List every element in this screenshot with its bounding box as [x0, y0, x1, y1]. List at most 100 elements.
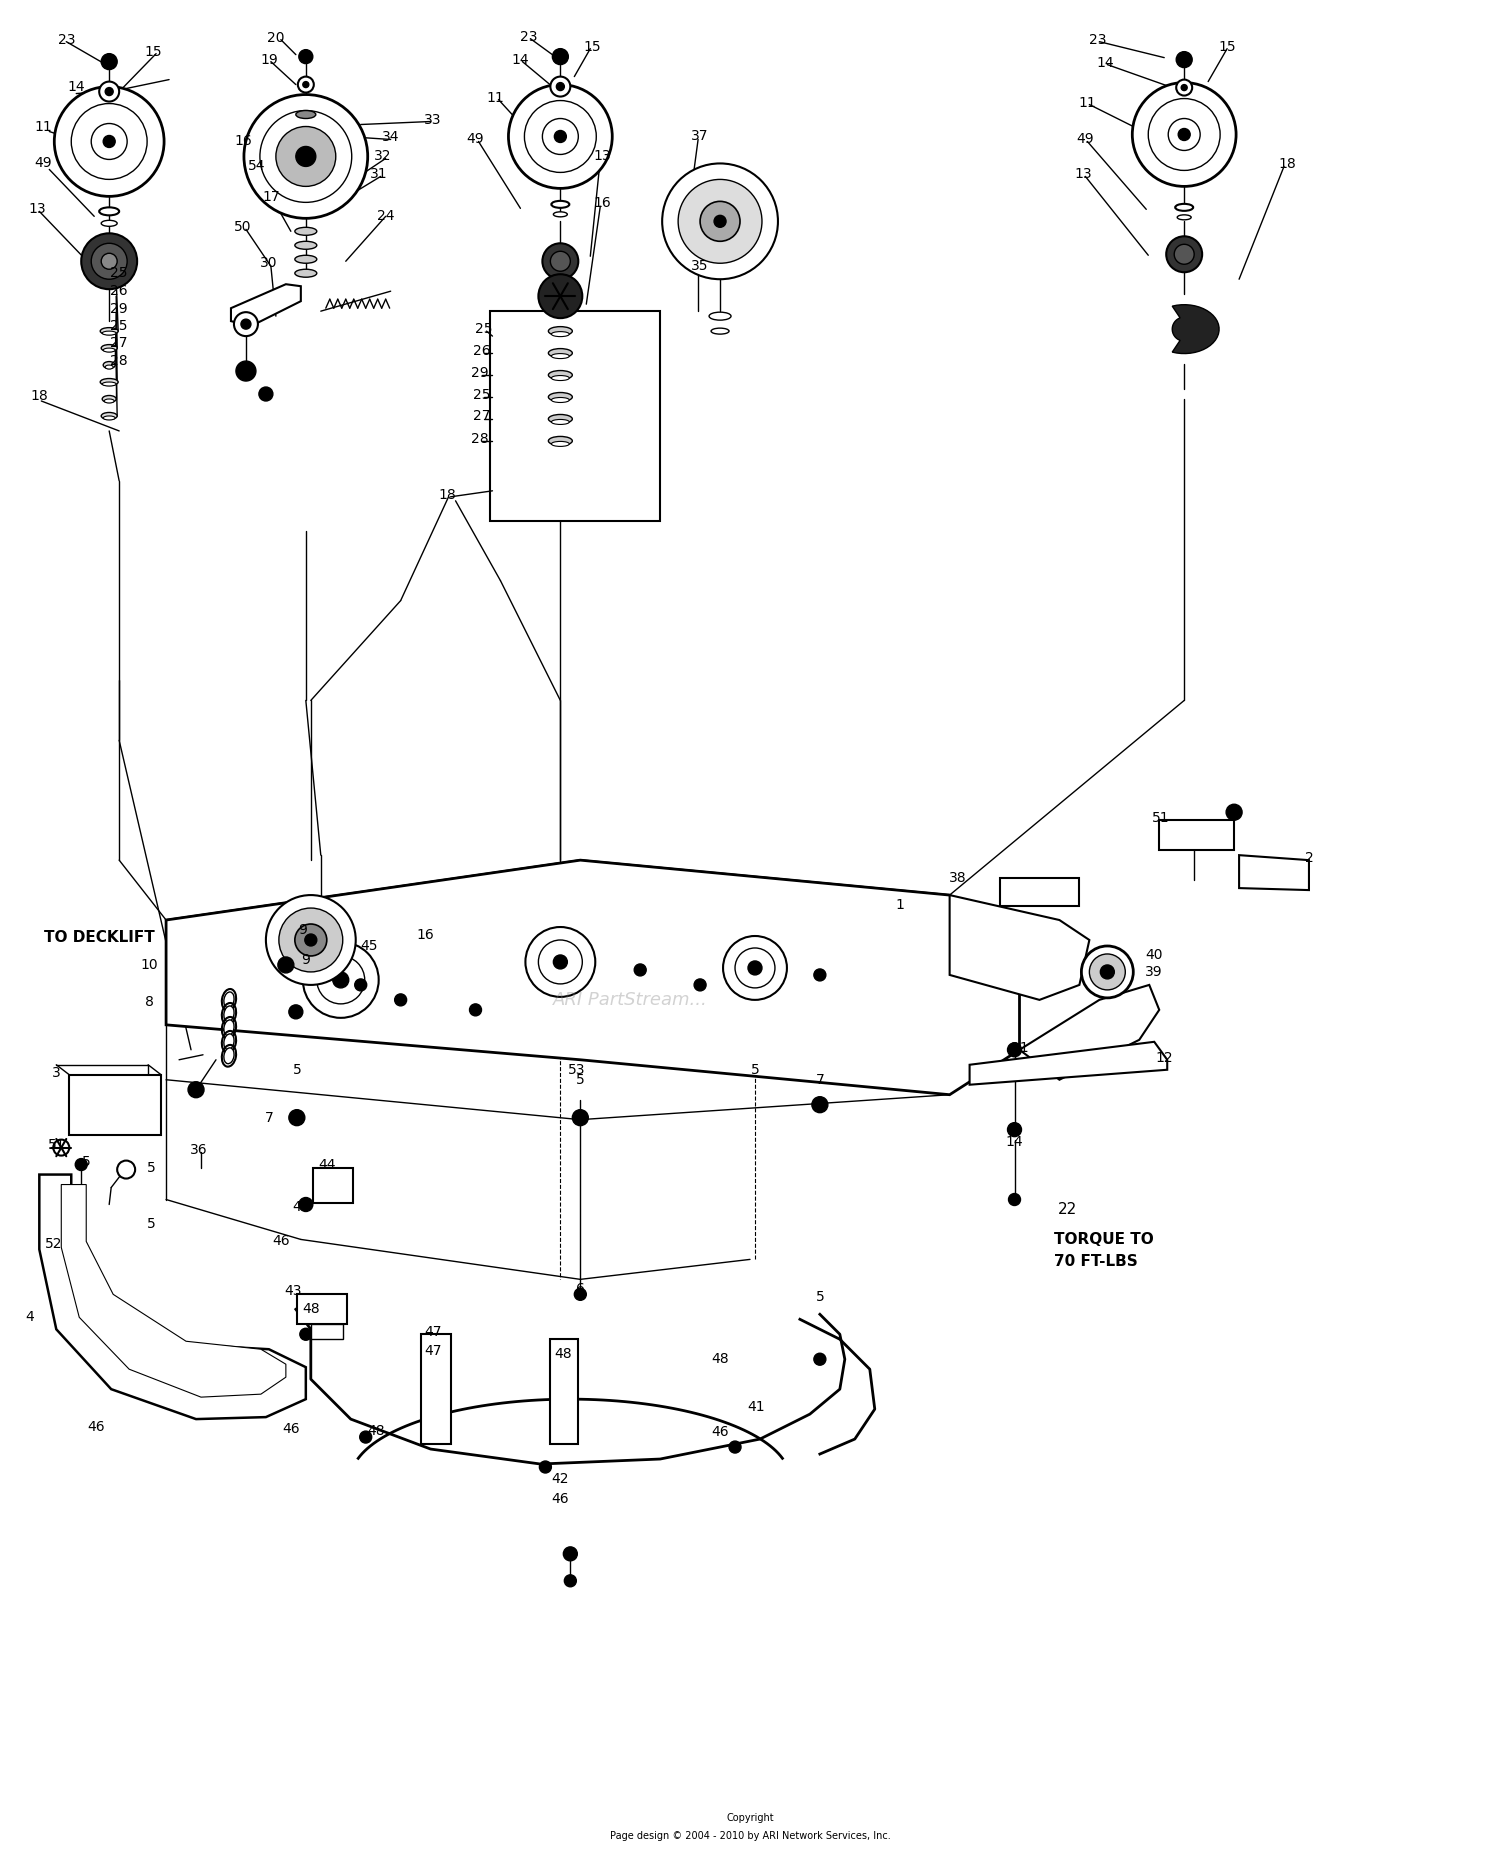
Text: 13: 13: [28, 202, 46, 217]
Bar: [1160, 820, 1234, 850]
Circle shape: [1132, 82, 1236, 187]
Circle shape: [525, 927, 596, 998]
Text: 16: 16: [234, 135, 252, 148]
Circle shape: [290, 1005, 303, 1018]
Text: 25: 25: [472, 388, 490, 402]
Circle shape: [304, 934, 316, 945]
Ellipse shape: [296, 255, 316, 264]
Circle shape: [99, 82, 118, 101]
Circle shape: [538, 940, 582, 985]
Ellipse shape: [100, 221, 117, 227]
Text: 38: 38: [950, 870, 966, 885]
Ellipse shape: [549, 393, 573, 401]
Text: 13: 13: [1074, 167, 1092, 182]
Polygon shape: [62, 1185, 286, 1397]
Ellipse shape: [296, 270, 316, 277]
Text: 15: 15: [1218, 39, 1236, 54]
Text: 19: 19: [260, 52, 278, 67]
Circle shape: [574, 1288, 586, 1301]
Text: 13: 13: [594, 150, 610, 163]
Circle shape: [540, 1460, 552, 1473]
Text: 21: 21: [1011, 1041, 1029, 1054]
Circle shape: [276, 127, 336, 187]
Circle shape: [298, 51, 314, 64]
Circle shape: [296, 925, 327, 957]
Bar: [310, 1324, 344, 1338]
Ellipse shape: [100, 344, 117, 352]
Text: 46: 46: [711, 1425, 729, 1440]
Text: 32: 32: [374, 150, 392, 163]
Circle shape: [735, 947, 776, 988]
Polygon shape: [231, 285, 302, 326]
Ellipse shape: [552, 200, 570, 208]
Circle shape: [1008, 1123, 1022, 1136]
Circle shape: [117, 1161, 135, 1179]
Circle shape: [316, 957, 364, 1003]
Text: 28: 28: [111, 354, 128, 369]
Circle shape: [470, 1003, 482, 1016]
Text: 31: 31: [370, 167, 387, 182]
Ellipse shape: [549, 300, 573, 309]
Text: 26: 26: [111, 285, 128, 298]
Bar: [420, 1335, 450, 1443]
Ellipse shape: [552, 376, 570, 380]
Circle shape: [525, 101, 597, 172]
Circle shape: [244, 95, 368, 219]
Text: 23: 23: [1089, 32, 1106, 47]
Circle shape: [538, 273, 582, 318]
Circle shape: [81, 234, 136, 288]
Text: 50: 50: [234, 221, 252, 234]
Circle shape: [303, 82, 309, 88]
Text: 5: 5: [292, 1063, 302, 1076]
Text: TO DECKLIFT: TO DECKLIFT: [45, 930, 154, 945]
Circle shape: [300, 1329, 312, 1340]
Ellipse shape: [549, 371, 573, 380]
Text: 5: 5: [576, 1073, 585, 1088]
Text: 5: 5: [147, 1217, 156, 1232]
Circle shape: [100, 54, 117, 69]
Text: 14: 14: [68, 80, 86, 94]
Circle shape: [1149, 99, 1220, 170]
Text: 33: 33: [424, 112, 441, 127]
Text: 8: 8: [144, 994, 153, 1009]
Ellipse shape: [710, 313, 730, 320]
Circle shape: [1082, 945, 1134, 998]
Bar: [297, 1294, 346, 1324]
Text: 41: 41: [747, 1400, 765, 1413]
Circle shape: [279, 908, 344, 972]
Text: 18: 18: [1278, 157, 1296, 172]
Circle shape: [303, 942, 378, 1018]
Ellipse shape: [549, 326, 573, 335]
Text: 15: 15: [584, 39, 602, 54]
Text: 40: 40: [1146, 947, 1162, 962]
Text: 27: 27: [472, 408, 490, 423]
Circle shape: [554, 955, 567, 970]
Text: 48: 48: [302, 1303, 320, 1316]
Polygon shape: [1239, 856, 1310, 889]
Text: 20: 20: [267, 30, 285, 45]
Ellipse shape: [224, 1020, 234, 1035]
Circle shape: [1176, 80, 1192, 95]
Circle shape: [1178, 129, 1190, 140]
Circle shape: [188, 1082, 204, 1097]
Circle shape: [234, 313, 258, 337]
Circle shape: [92, 124, 128, 159]
Text: Copyright: Copyright: [726, 1814, 774, 1823]
Text: 3: 3: [53, 1065, 60, 1080]
Text: 7: 7: [816, 1073, 824, 1088]
Text: 49: 49: [466, 133, 484, 146]
Ellipse shape: [549, 348, 573, 358]
Circle shape: [550, 77, 570, 97]
Ellipse shape: [105, 365, 112, 369]
Circle shape: [72, 103, 147, 180]
Ellipse shape: [552, 419, 570, 425]
Circle shape: [700, 202, 740, 241]
Text: 9: 9: [302, 953, 310, 968]
Ellipse shape: [100, 328, 118, 335]
Bar: [999, 878, 1080, 906]
Text: TORQUE TO: TORQUE TO: [1054, 1232, 1154, 1247]
Text: 46: 46: [87, 1421, 105, 1434]
Circle shape: [552, 49, 568, 66]
Circle shape: [564, 1546, 578, 1561]
Text: 24: 24: [376, 210, 394, 223]
